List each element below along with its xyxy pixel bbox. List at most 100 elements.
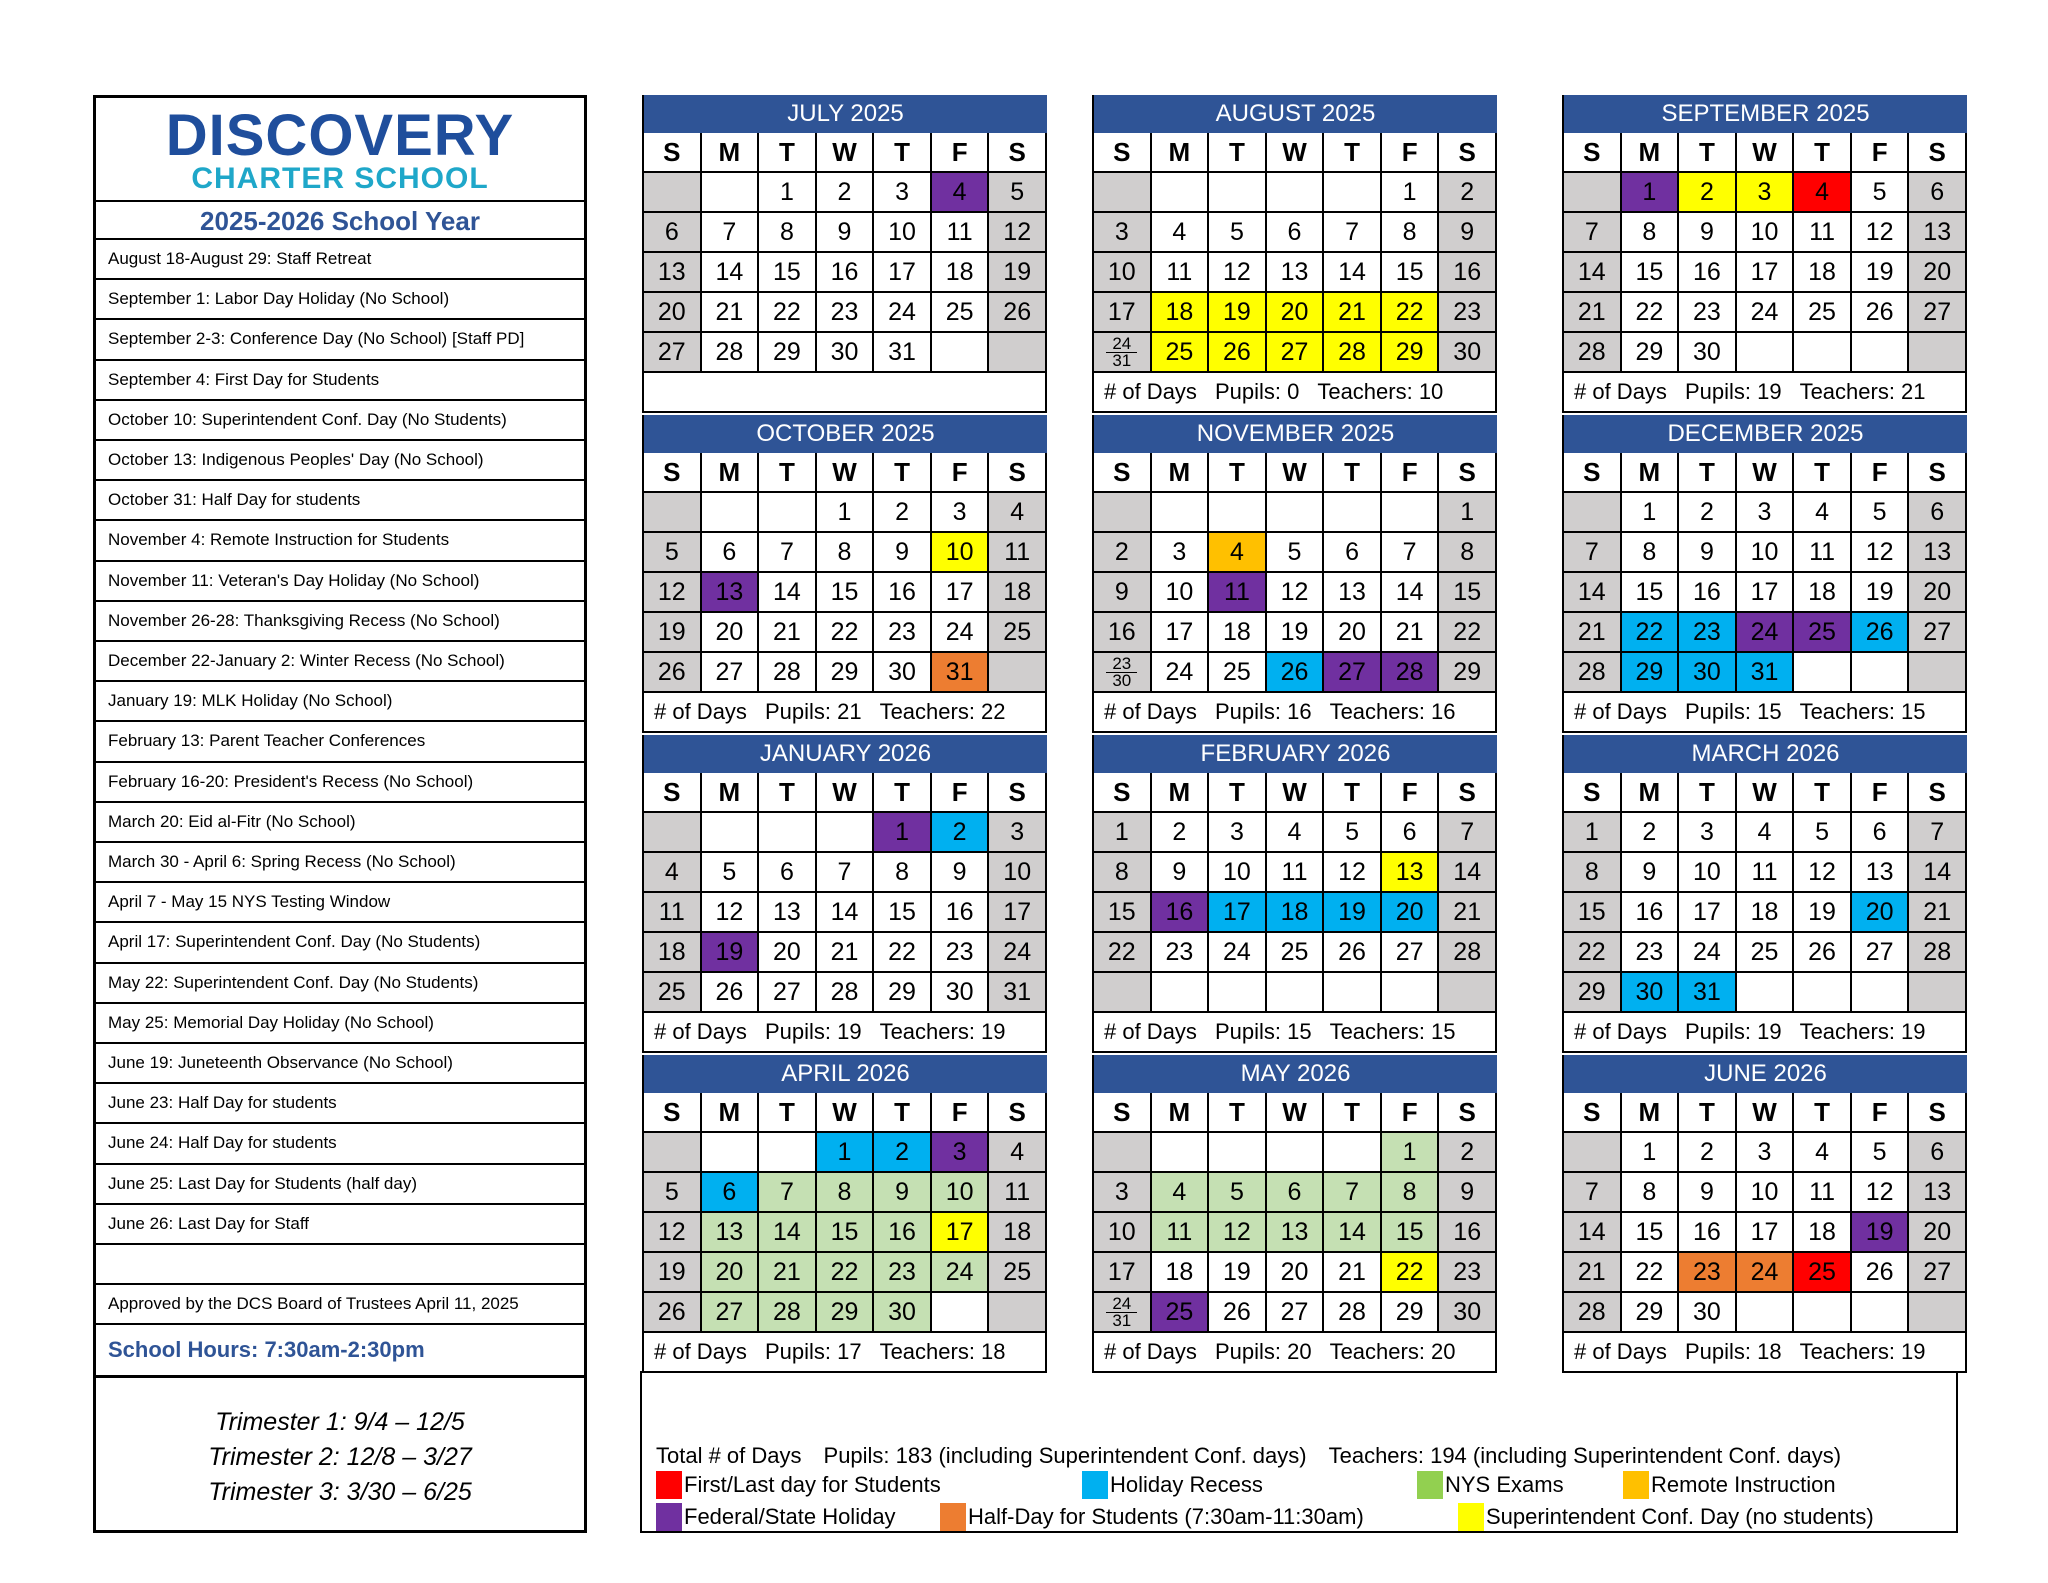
day-cell: 27 [1909,1253,1967,1293]
highlighted-day: 13 [1266,1213,1325,1253]
summary-item: Pupils: 21 [764,699,862,724]
day-cell: 24 [931,613,990,653]
weekday-header: S [1439,453,1497,493]
weekday-header: W [1266,773,1325,813]
weekday-header: S [1439,133,1497,173]
weekday-header: M [1621,773,1680,813]
day-cell: 16 [1439,1213,1497,1253]
empty-day [1909,333,1967,373]
day-cell: 9 [1679,533,1737,573]
day-cell: 21 [759,613,817,653]
day-cell: 8 [1621,213,1680,253]
weekday-header: T [1679,453,1737,493]
highlighted-day: 24 [931,1253,990,1293]
weekday-header: M [701,133,760,173]
event-row: March 20: Eid al-Fitr (No School) [96,803,584,843]
summary-item: # of Days [1574,379,1667,404]
day-cell: 9 [1679,1173,1737,1213]
event-row: September 2-3: Conference Day (No School… [96,320,584,361]
day-cell: 8 [1094,853,1152,893]
day-cell: 1 [759,173,817,213]
day-cell: 17 [874,253,932,293]
month-summary: # of Days Pupils: 17 Teachers: 18 [644,1333,1047,1373]
day-cell: 25 [1209,653,1267,693]
highlighted-day: 5 [1209,1173,1267,1213]
day-cell: 22 [1621,1253,1680,1293]
day-cell: 21 [1381,613,1440,653]
empty-day [644,493,702,533]
total-item: Pupils: 183 (including Superintendent Co… [823,1443,1307,1468]
weekday-header: M [1151,133,1210,173]
summary-item: # of Days [654,699,747,724]
day-cell: 9 [931,853,990,893]
summary-item: Teachers: 22 [879,699,1006,724]
day-cell: 10 [874,213,932,253]
day-cell: 19 [1794,893,1852,933]
highlighted-day: 3 [1736,173,1795,213]
day-cell: 22 [1621,293,1680,333]
day-cell: 17 [1736,253,1795,293]
day-cell: 21 [816,933,875,973]
day-cell: 1 [816,493,875,533]
day-cell: 9 [816,213,875,253]
highlighted-day: 17 [1209,893,1267,933]
day-cell: 16 [1439,253,1497,293]
info-panel: DISCOVERY CHARTER SCHOOL 2025-2026 School … [93,95,587,1533]
summary-item: Teachers: 19 [1799,1019,1926,1044]
legend-swatch [1082,1471,1108,1499]
day-cell: 7 [816,853,875,893]
day-cell: 24 [1736,293,1795,333]
day-cell: 6 [1909,1133,1967,1173]
weekday-header: S [644,453,702,493]
day-cell: 4 [1151,213,1210,253]
day-cell: 12 [1209,253,1267,293]
event-row: March 30 - April 6: Spring Recess (No Sc… [96,843,584,884]
highlighted-day: 13 [701,1213,760,1253]
day-cell: 3 [1209,813,1267,853]
day-cell: 26 [1851,1253,1910,1293]
day-cell: 15 [1439,573,1497,613]
highlighted-day: 8 [1381,1173,1440,1213]
legend-item: Holiday Recess [1082,1471,1263,1499]
day-cell: 1 [1381,173,1440,213]
highlighted-day: 30 [1679,653,1737,693]
day-cell: 16 [1679,253,1737,293]
day-cell: 27 [644,333,702,373]
day-cell: 12 [1266,573,1325,613]
logo-name: DISCOVERY [165,103,515,168]
weekday-header: S [1439,1093,1497,1133]
summary-item: # of Days [1104,699,1197,724]
highlighted-day: 28 [759,1293,817,1333]
day-cell: 22 [1094,933,1152,973]
month-calendar: JANUARY 2026 S M T W T F S 1 2 3 4 5 6 7 8 9 10 11 12 13 14 15… [642,735,1047,1053]
day-cell: 17 [1736,573,1795,613]
weekday-header: M [701,773,760,813]
empty-day [1209,1133,1267,1173]
weekday-header: S [1909,453,1967,493]
day-cell: 29 [759,333,817,373]
highlighted-day: 7 [1324,1173,1382,1213]
legend-label: Superintendent Conf. Day (no students) [1486,1504,1874,1529]
highlighted-day: 17 [931,1213,990,1253]
day-cell: 18 [1151,1253,1210,1293]
weekday-header: W [816,133,875,173]
weekday-header: F [1381,1093,1440,1133]
day-cell: 10 [1736,213,1795,253]
empty-day [1094,1133,1152,1173]
day-cell: 23 [874,613,932,653]
summary-item: # of Days [1104,379,1197,404]
empty-day [1794,653,1852,693]
weekday-header: S [644,1093,702,1133]
day-cell: 1 [1439,493,1497,533]
day-cell: 26 [1851,293,1910,333]
day-cell: 22 [874,933,932,973]
day-cell: 6 [1381,813,1440,853]
day-cell: 21 [701,293,760,333]
day-cell: 14 [1381,573,1440,613]
empty-day [1564,1133,1622,1173]
weekday-header: T [874,453,932,493]
highlighted-day: 28 [1381,653,1440,693]
weekday-header: S [989,1093,1047,1133]
event-row: October 31: Half Day for students [96,481,584,522]
day-cell: 5 [1324,813,1382,853]
